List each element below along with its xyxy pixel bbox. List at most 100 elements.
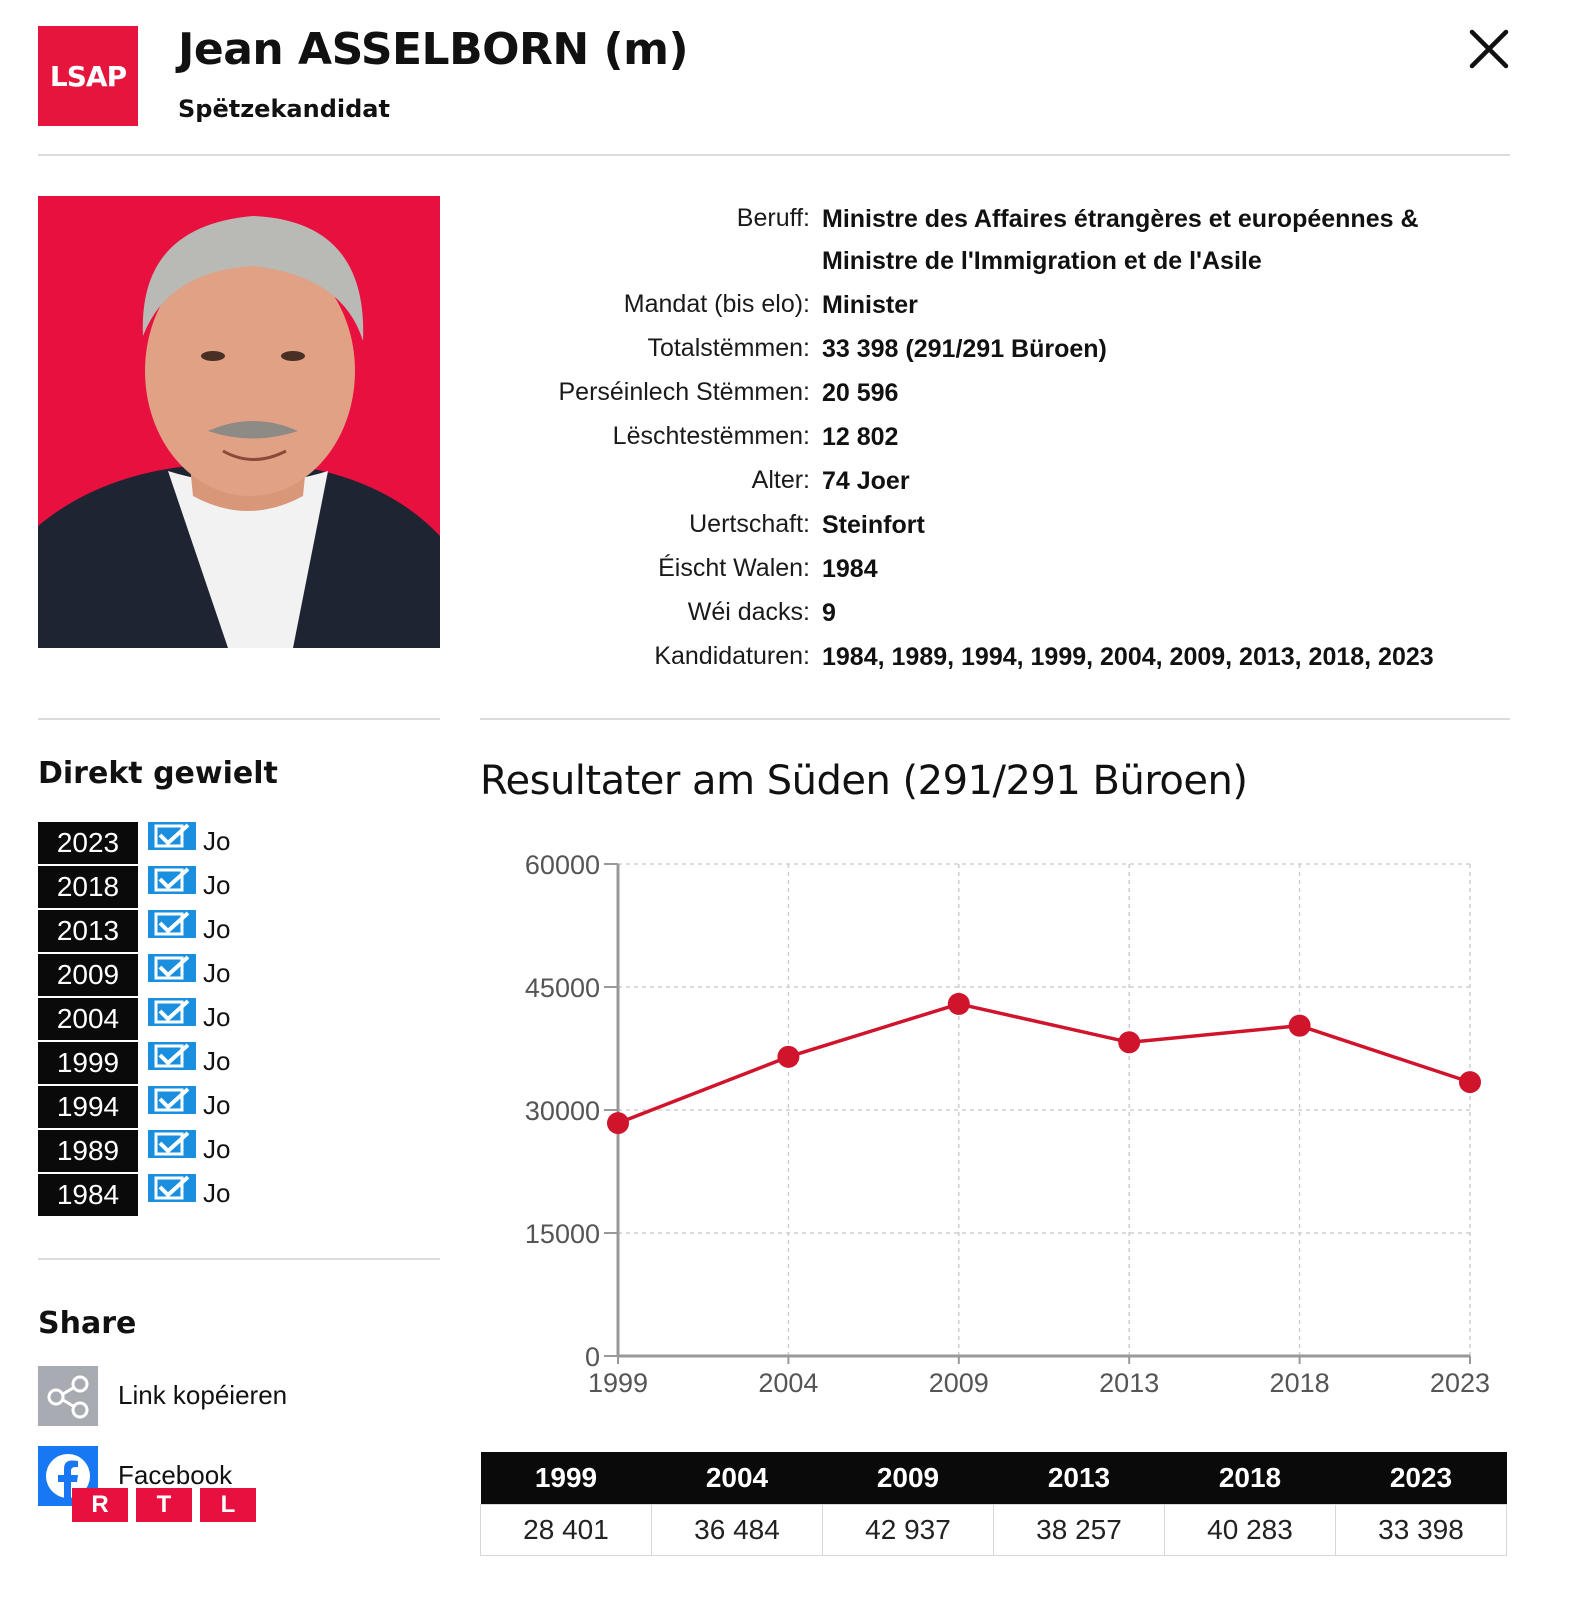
info-label: Éischt Walen: xyxy=(658,554,810,582)
direkt-gewielt-title: Direkt gewielt xyxy=(38,756,278,791)
direkt-gewielt-row: 1994 Jo xyxy=(38,1086,338,1128)
y-tick-label: 30000 xyxy=(525,1096,600,1126)
direkt-year: 1984 xyxy=(38,1174,138,1216)
info-label: Alter: xyxy=(751,466,810,494)
direkt-value: Jo xyxy=(203,826,231,856)
right-divider xyxy=(480,718,1510,720)
share-title: Share xyxy=(38,1306,137,1341)
rtl-watermark-l: L xyxy=(200,1488,256,1522)
info-value: 20 596 xyxy=(822,379,899,407)
direkt-year: 2013 xyxy=(38,910,138,952)
copy-link-label: Link kopéieren xyxy=(118,1380,288,1410)
rtl-watermark-t: T xyxy=(136,1488,192,1522)
direkt-value: Jo xyxy=(203,914,231,944)
y-tick-label: 15000 xyxy=(525,1219,600,1249)
checkbox-checked-icon xyxy=(148,954,196,982)
results-value-cell: 28 401 xyxy=(480,1504,652,1556)
results-value-cell: 38 257 xyxy=(993,1504,1165,1556)
info-label: Totalstëmmen: xyxy=(647,334,810,362)
x-tick-label: 2004 xyxy=(758,1368,818,1398)
info-value: Steinfort xyxy=(822,511,925,539)
direkt-gewielt-row: 2009 Jo xyxy=(38,954,338,996)
info-value: Minister xyxy=(822,291,918,319)
direkt-gewielt-row: 2004 Jo xyxy=(38,998,338,1040)
results-value-cell: 40 283 xyxy=(1164,1504,1336,1556)
info-value: Ministre des Affaires étrangères et euro… xyxy=(822,205,1419,275)
results-line-chart: 0 15000 30000 45000 60000 1999 2004 2009 2013 201… xyxy=(525,850,1490,1398)
checkbox-checked-icon xyxy=(148,998,196,1026)
facebook-label: Facebook xyxy=(118,1460,233,1490)
x-tick-label: 2023 xyxy=(1430,1368,1490,1398)
party-logo: LSAP xyxy=(38,26,138,126)
candidate-name: Jean ASSELBORN (m) xyxy=(178,24,689,75)
share-link-icon xyxy=(38,1366,98,1426)
results-value-cell: 33 398 xyxy=(1335,1504,1507,1556)
left-divider-2 xyxy=(38,1258,440,1260)
direkt-year: 2018 xyxy=(38,866,138,908)
data-point xyxy=(1288,1014,1311,1037)
checkbox-checked-icon xyxy=(148,1042,196,1070)
info-value: 9 xyxy=(822,599,836,627)
x-tick-label: 2013 xyxy=(1099,1368,1159,1398)
results-header-cell: 1999 xyxy=(480,1452,652,1505)
results-header-cell: 2018 xyxy=(1164,1452,1336,1505)
data-point xyxy=(777,1045,800,1068)
direkt-year: 2004 xyxy=(38,998,138,1040)
info-label: Kandidaturen: xyxy=(654,642,810,670)
info-value: 74 Joer xyxy=(822,467,910,495)
info-value: 33 398 (291/291 Büroen) xyxy=(822,335,1107,363)
info-value: 1984, 1989, 1994, 1999, 2004, 2009, 2013… xyxy=(822,643,1434,671)
results-table: 1999 2004 2009 2013 2018 2023 28 401 36 … xyxy=(480,1452,1507,1556)
direkt-value: Jo xyxy=(203,1090,231,1120)
results-header-row: 1999 2004 2009 2013 2018 2023 xyxy=(480,1452,1507,1505)
checkbox-checked-icon xyxy=(148,1086,196,1114)
direkt-value: Jo xyxy=(203,1178,231,1208)
direkt-value: Jo xyxy=(203,1046,231,1076)
data-point xyxy=(607,1112,629,1135)
rtl-watermark-r: R xyxy=(72,1488,128,1522)
y-tick-label: 60000 xyxy=(525,850,600,880)
direkt-year: 1994 xyxy=(38,1086,138,1128)
facebook-share-button[interactable]: Facebook xyxy=(38,1446,398,1508)
direkt-gewielt-row: 1989 Jo xyxy=(38,1130,338,1172)
info-row-beruff: Beruff: Ministre des Affaires étrangères… xyxy=(440,198,1550,288)
left-divider-1 xyxy=(38,718,440,720)
direkt-value: Jo xyxy=(203,1002,231,1032)
direkt-gewielt-row: 1984 Jo xyxy=(38,1174,338,1216)
direkt-value: Jo xyxy=(203,1134,231,1164)
checkbox-checked-icon xyxy=(148,866,196,894)
direkt-gewielt-row: 2013 Jo xyxy=(38,910,338,952)
info-value: 12 802 xyxy=(822,423,899,451)
data-point xyxy=(947,992,970,1015)
header-divider xyxy=(38,154,1510,156)
info-label: Perséinlech Stëmmen: xyxy=(558,378,810,406)
info-label: Uertschaft: xyxy=(689,510,810,538)
close-icon xyxy=(1469,29,1509,69)
results-header-cell: 2013 xyxy=(993,1452,1165,1505)
candidate-role: Spëtzekandidat xyxy=(178,95,390,123)
facebook-icon xyxy=(38,1446,98,1506)
candidate-photo xyxy=(38,196,440,648)
data-point xyxy=(1118,1031,1141,1054)
direkt-value: Jo xyxy=(203,958,231,988)
info-label: Wéi dacks: xyxy=(687,598,810,626)
direkt-year: 1999 xyxy=(38,1042,138,1084)
checkbox-checked-icon xyxy=(148,1174,196,1202)
info-label: Lëschtestëmmen: xyxy=(612,422,810,450)
close-button[interactable] xyxy=(1468,28,1510,70)
y-tick-label: 0 xyxy=(585,1342,600,1372)
direkt-year: 1989 xyxy=(38,1130,138,1172)
x-tick-label: 2009 xyxy=(929,1368,989,1398)
direkt-gewielt-row: 2023 Jo xyxy=(38,822,338,864)
info-value: 1984 xyxy=(822,555,878,583)
direkt-gewielt-row: 1999 Jo xyxy=(38,1042,338,1084)
results-value-row: 28 401 36 484 42 937 38 257 40 283 33 39… xyxy=(480,1504,1507,1556)
y-tick-label: 45000 xyxy=(525,973,600,1003)
info-label: Mandat (bis elo): xyxy=(623,290,810,318)
copy-link-button[interactable]: Link kopéieren xyxy=(38,1366,398,1428)
checkbox-checked-icon xyxy=(148,910,196,938)
results-value-cell: 42 937 xyxy=(822,1504,994,1556)
x-tick-label: 1999 xyxy=(588,1368,648,1398)
direkt-value: Jo xyxy=(203,870,231,900)
results-header-cell: 2009 xyxy=(822,1452,994,1505)
